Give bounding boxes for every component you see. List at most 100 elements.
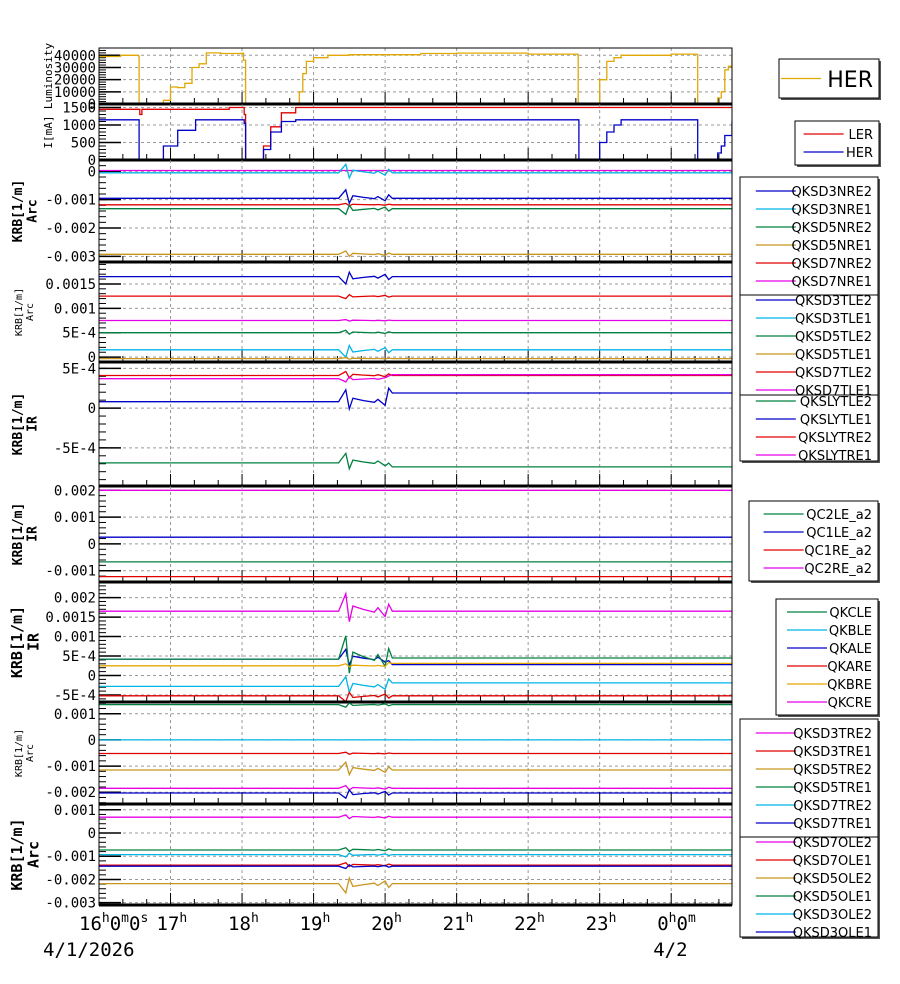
series-group xyxy=(99,370,732,471)
y-tick-label: 1000 xyxy=(62,118,96,134)
legend-label: HER xyxy=(827,68,873,93)
x-tick-label: 0h0m xyxy=(657,911,696,935)
y-tick-label: -0.001 xyxy=(45,849,96,865)
series-line-ler xyxy=(99,106,732,160)
legend-label: QKCRE xyxy=(828,696,872,711)
panel-frame xyxy=(98,159,733,263)
y-tick-label: -5E-4 xyxy=(54,688,96,704)
legend-label: QKSD7TRE2 xyxy=(793,799,872,814)
legend-label: QKARE xyxy=(827,660,872,675)
legend-arc-tre: QKSD3TRE2 QKSD3TRE1 QKSD5TRE2 QKSD5TRE1 QKSD… xyxy=(739,718,880,839)
x-axis-labels: 16h0m0s 4/1/2026 17h 18h 19h 20h 21h 22h 23h 0h0m… xyxy=(43,911,696,961)
y-tick-label: 5E-4 xyxy=(62,326,96,342)
y-tick-label: 0 xyxy=(88,164,96,180)
legend-box xyxy=(739,176,879,296)
x-tick-label: 18h xyxy=(228,911,259,935)
legend-box xyxy=(739,836,879,938)
series-line-qkcle xyxy=(99,635,732,674)
y-axis-title: I[mA] xyxy=(42,115,55,148)
y-tick-label: 10000 xyxy=(54,85,96,101)
y-tick-label: -0.002 xyxy=(45,221,96,237)
series-line-qksd5tle1 xyxy=(99,356,732,360)
y-tick-label: 0.0015 xyxy=(45,277,96,293)
panel-ir-qk: -5E-4 0 5E-4 0.001 0.0015 0.002 KRB[1/m]IR xyxy=(8,581,733,704)
panel-arc-tle: 0 5E-4 0.001 0.0015 KRB[1/m]Arc xyxy=(14,261,733,366)
legend-arc-tle: QKSD3TLE2 QKSD3TLE1 QKSD5TLE2 QKSD5TLE1 QKSD… xyxy=(739,294,880,399)
y-tick-label: -0.002 xyxy=(45,785,96,801)
legend-arc-ole: QKSD7OLE2 QKSD7OLE1 QKSD5OLE2 QKSD5OLE1 QKSD… xyxy=(739,836,880,941)
legend-label: HER xyxy=(846,146,873,161)
legend-label: QKSD3TLE2 xyxy=(795,294,872,309)
series-line-qkale xyxy=(99,647,732,668)
series-line-qksd7tle2 xyxy=(99,293,732,300)
legend-label: QKSD5OLE1 xyxy=(793,890,872,905)
series-line-qksd5ole1 xyxy=(99,846,732,853)
series-line-qkbre xyxy=(99,661,732,668)
y-tick-label: 0.001 xyxy=(54,510,96,526)
y-tick-label: -5E-4 xyxy=(54,441,96,457)
series-line-qksd3tle1 xyxy=(99,343,732,359)
x-tick-label: 23h xyxy=(586,911,617,935)
y-axis-title: KRB[1/m]IR xyxy=(11,393,40,456)
series-line-her xyxy=(99,52,732,104)
legend-beam-current: LER HER xyxy=(794,120,881,167)
legend-label: QKSLYTRE1 xyxy=(798,449,872,464)
legend-label: QKBRE xyxy=(827,678,872,693)
y-tick-label: -0.001 xyxy=(45,193,96,209)
series-line-qksd5tre1 xyxy=(99,702,732,708)
legend-label: QKSD7NRE2 xyxy=(791,257,872,272)
y-tick-label: 0.001 xyxy=(54,803,96,819)
y-axis-title: KRB[1/m]Arc xyxy=(11,180,40,243)
legend-label: QKSD5NRE2 xyxy=(791,221,872,236)
y-tick-label: 5E-4 xyxy=(62,649,96,665)
y-tick-label: 0 xyxy=(88,826,96,842)
series-line-qkcre xyxy=(99,591,732,622)
panel-frame xyxy=(98,103,733,161)
y-tick-label: 0.0015 xyxy=(45,610,96,626)
panel-ir-sly: -5E-4 0 5E-4 KRB[1/m]IR xyxy=(11,361,733,488)
y-axis-title: KRB[1/m]Arc xyxy=(14,288,36,336)
legend-label: QKSD3NRE2 xyxy=(791,185,872,200)
y-tick-label: 30000 xyxy=(54,60,96,76)
y-tick-label: 500 xyxy=(71,136,96,152)
y-tick-label: -0.001 xyxy=(45,759,96,775)
series-group xyxy=(99,270,732,360)
series-line-qksd7ole2 xyxy=(99,814,732,820)
legend-label: QKCLE xyxy=(829,606,872,621)
series-line-qksd3tre1 xyxy=(99,751,732,756)
legend-label: QC1LE_a2 xyxy=(806,526,872,541)
series-line-qksd3nre1 xyxy=(99,162,732,180)
y-tick-label: 40000 xyxy=(54,48,96,64)
series-line-qksd5nre1 xyxy=(99,250,732,258)
y-tick-label: 0 xyxy=(88,401,96,417)
panel-ir-qc: -0.001 0 0.001 0.002 KRB[1/m]IR xyxy=(11,483,733,584)
x-tick-label: 22h xyxy=(514,911,545,935)
y-tick-label: -0.001 xyxy=(45,564,96,580)
series-line-qksd5ole2 xyxy=(99,876,732,895)
y-tick-label: 0 xyxy=(88,97,96,113)
series-line-her-b xyxy=(313,119,732,160)
y-tick-label: 0.002 xyxy=(54,483,96,499)
legend-label: QKSD7OLE2 xyxy=(793,836,872,851)
panel-frame xyxy=(98,581,733,703)
y-tick-label: 0.001 xyxy=(54,301,96,317)
legend-label: QKSLYTLE2 xyxy=(800,395,872,410)
x-tick-label: 19h xyxy=(300,911,331,935)
y-tick-label: 0.001 xyxy=(54,630,96,646)
panel-frame xyxy=(98,47,733,105)
series-line-qksd7ole1 xyxy=(99,861,732,868)
y-tick-label: 0.002 xyxy=(54,591,96,607)
legend-label: QKSD3OLE2 xyxy=(793,908,872,923)
legend-box xyxy=(739,294,879,396)
series-group xyxy=(99,814,732,895)
series-group xyxy=(99,591,732,702)
x-tick-label: 17h xyxy=(157,911,188,935)
series-group xyxy=(99,52,732,104)
y-tick-label: -0.003 xyxy=(45,896,96,912)
x-tick-label: 21h xyxy=(443,911,474,935)
y-tick-label: 0 xyxy=(88,733,96,749)
legend-box xyxy=(794,120,880,166)
series-line-qksd3tre2 xyxy=(99,784,732,791)
